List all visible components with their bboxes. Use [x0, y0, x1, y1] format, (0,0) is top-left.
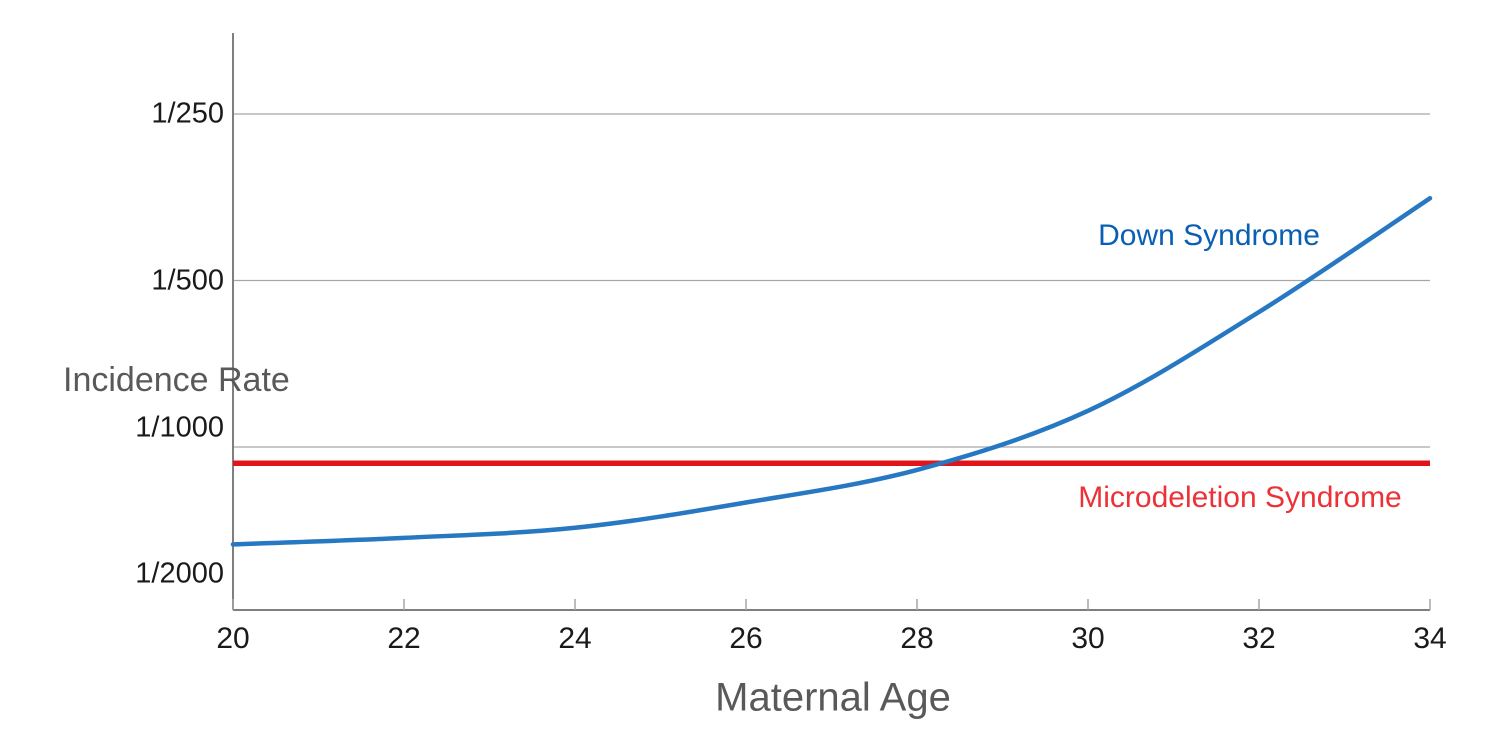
y-tick-label: 1/250 — [151, 97, 224, 130]
x-tick-label: 24 — [558, 622, 592, 655]
x-tick-label: 30 — [1071, 622, 1105, 655]
down-syndrome-line — [230, 195, 1433, 547]
x-tick-label: 32 — [1242, 622, 1276, 655]
x-tick-label: 20 — [216, 622, 250, 655]
x-tick-label: 34 — [1413, 622, 1447, 655]
y-tick-label: 1/500 — [151, 264, 224, 297]
x-axis-title: Maternal Age — [715, 675, 951, 720]
x-tick-label: 28 — [900, 622, 934, 655]
y-axis-title: Incidence Rate — [63, 361, 290, 399]
x-tick-label: 26 — [729, 622, 763, 655]
series-label-microdeletion-syndrome: Microdeletion Syndrome — [1078, 481, 1402, 514]
y-tick-label: 1/1000 — [135, 411, 224, 444]
y-tick-label: 1/2000 — [135, 557, 224, 590]
series-label-down-syndrome: Down Syndrome — [1098, 219, 1320, 252]
x-tick-label: 22 — [387, 622, 421, 655]
